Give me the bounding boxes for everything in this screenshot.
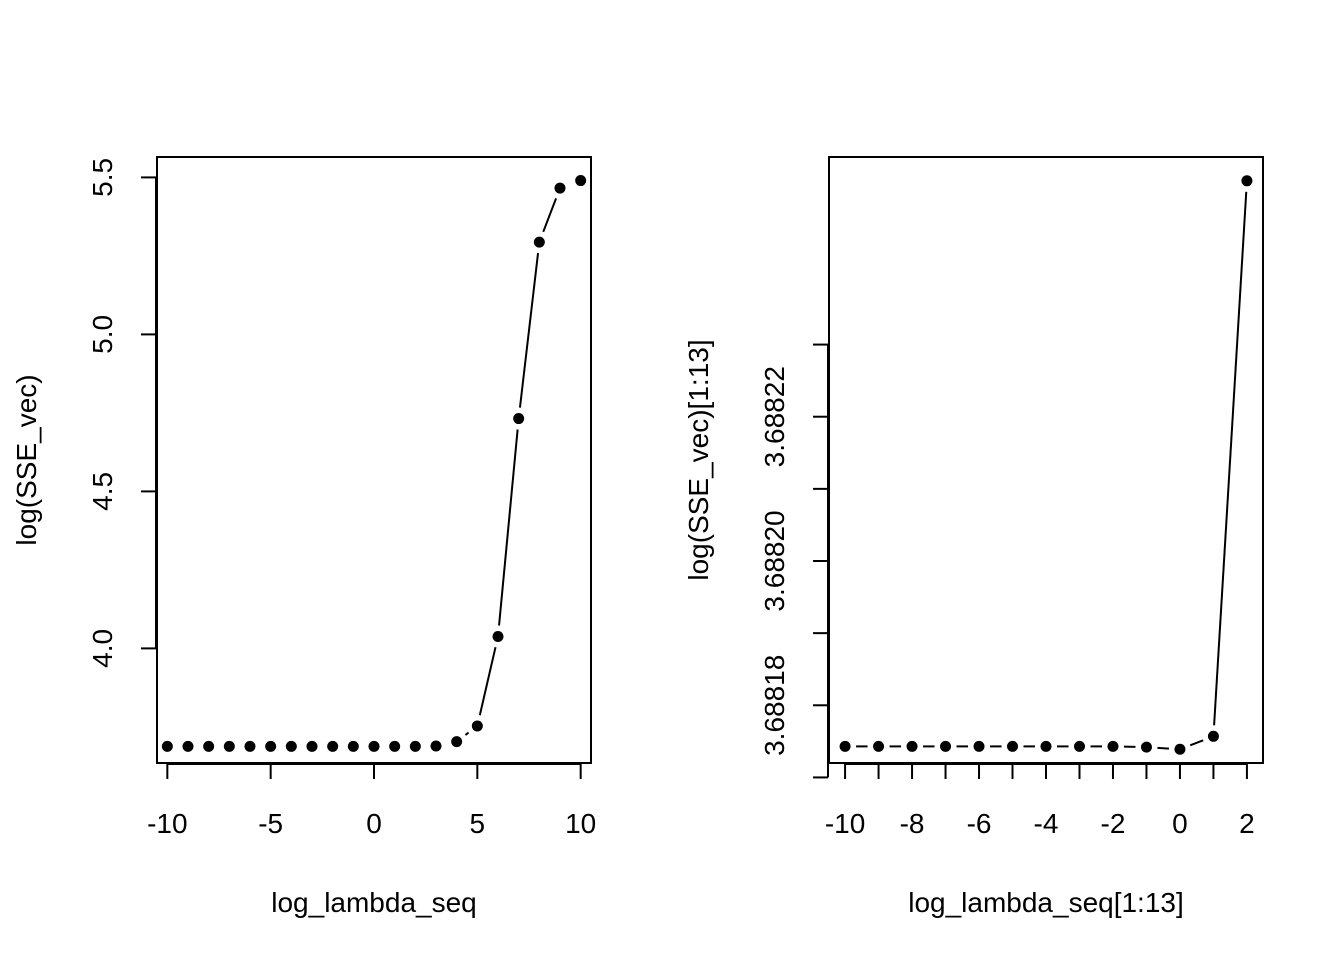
- data-point: [410, 741, 421, 752]
- data-point: [1208, 731, 1219, 742]
- series-segment: [465, 733, 468, 735]
- data-point: [389, 741, 400, 752]
- data-point: [1141, 742, 1152, 753]
- series-segment: [520, 253, 538, 408]
- data-point: [472, 720, 483, 731]
- data-point: [327, 741, 338, 752]
- y-tick-label: 4.0: [87, 629, 118, 668]
- plot-frame: [157, 157, 591, 763]
- data-point: [1007, 741, 1018, 752]
- data-point: [203, 741, 214, 752]
- data-point: [493, 631, 504, 642]
- x-tick-label: 0: [366, 808, 382, 839]
- data-point: [940, 741, 951, 752]
- x-tick-label: -10: [825, 808, 865, 839]
- y-tick-label: 3.68820: [759, 510, 790, 611]
- x-tick-label: 2: [1239, 808, 1255, 839]
- y-tick-label: 5.5: [87, 158, 118, 197]
- data-point: [1241, 175, 1252, 186]
- series-segment: [543, 198, 556, 231]
- x-tick-label: 0: [1172, 808, 1188, 839]
- data-point: [873, 741, 884, 752]
- x-axis-title: log_lambda_seq[1:13]: [908, 887, 1184, 918]
- data-point: [265, 741, 276, 752]
- y-tick-label: 5.0: [87, 315, 118, 354]
- x-tick-label: -2: [1101, 808, 1126, 839]
- data-point: [369, 741, 380, 752]
- data-point: [907, 741, 918, 752]
- x-tick-label: 10: [565, 808, 596, 839]
- data-point: [431, 741, 442, 752]
- data-point: [286, 741, 297, 752]
- data-point: [162, 741, 173, 752]
- x-tick-label: -5: [258, 808, 283, 839]
- left-panel: -10 -5 0 5 10 4.0 4.5 5.0 5.5 log_lambda_seq log(S…: [11, 157, 596, 918]
- x-tick-label: -8: [900, 808, 925, 839]
- data-point: [534, 237, 545, 248]
- series-segment: [1190, 740, 1203, 745]
- data-point: [451, 736, 462, 747]
- x-tick-label: -6: [967, 808, 992, 839]
- data-point: [1041, 741, 1052, 752]
- data-point: [348, 741, 359, 752]
- series-segment: [1157, 748, 1169, 749]
- data-point: [1174, 744, 1185, 755]
- right-panel: -10 -8 -6 -4 -2 0 2 3.68818 3.68820 3.68822 log_la…: [683, 157, 1263, 918]
- x-tick-label: -4: [1034, 808, 1059, 839]
- series-segment: [1214, 192, 1246, 726]
- series-segment: [480, 647, 496, 715]
- x-tick-label: -10: [147, 808, 187, 839]
- data-point: [513, 413, 524, 424]
- y-tick-label: 4.5: [87, 472, 118, 511]
- y-tick-label: 3.68818: [759, 655, 790, 756]
- plot-frame: [829, 157, 1263, 763]
- data-point: [183, 741, 194, 752]
- y-axis-title: log(SSE_vec)[1:13]: [683, 339, 714, 580]
- data-point: [245, 741, 256, 752]
- data-point: [840, 741, 851, 752]
- data-point: [575, 175, 586, 186]
- data-point: [224, 741, 235, 752]
- data-point: [555, 183, 566, 194]
- data-point: [1107, 741, 1118, 752]
- y-tick-label: 3.68822: [759, 366, 790, 467]
- x-tick-label: 5: [470, 808, 486, 839]
- data-point: [974, 741, 985, 752]
- x-axis-title: log_lambda_seq: [271, 887, 477, 918]
- series-segment: [499, 430, 518, 626]
- y-axis-title: log(SSE_vec): [11, 374, 42, 545]
- data-point: [307, 741, 318, 752]
- data-point: [1074, 741, 1085, 752]
